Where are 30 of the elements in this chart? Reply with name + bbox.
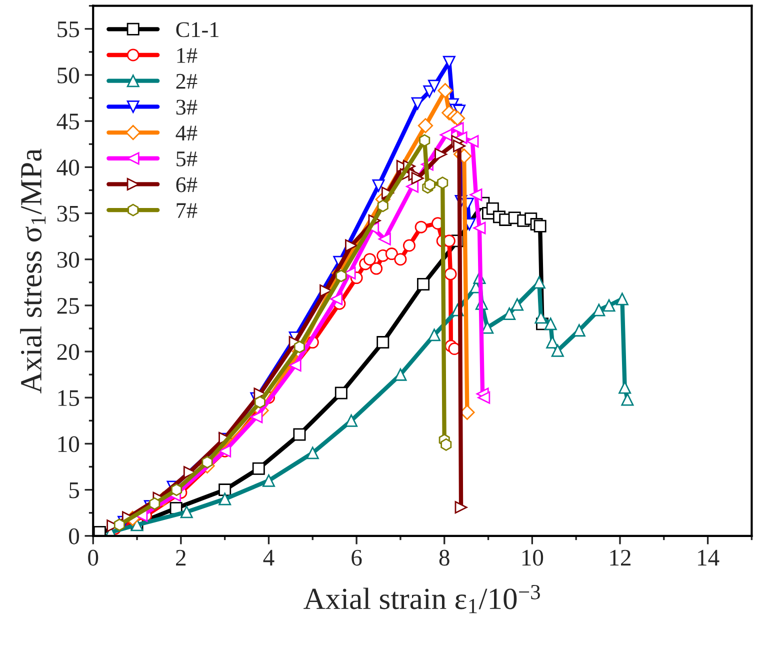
x-tick-label: 6 — [352, 550, 362, 566]
legend-label: 4# — [176, 126, 198, 140]
y-tick-label: 25 — [57, 298, 79, 314]
legend-label: 2# — [176, 74, 198, 89]
y-tick-label: 5 — [69, 482, 79, 498]
legend-label: 6# — [176, 177, 198, 192]
x-tick-label: 14 — [698, 550, 720, 566]
y-axis-title: Axial stress σ$_{1}$/MPa — [20, 148, 46, 394]
y-tick-label: 10 — [58, 436, 80, 452]
x-tick-label: 8 — [439, 550, 450, 566]
y-tick-label: 0 — [69, 528, 80, 544]
x-tick-label: 10 — [522, 550, 544, 566]
legend-label: 1# — [177, 48, 198, 63]
y-tick-label: 50 — [58, 67, 80, 84]
y-tick-label: 55 — [58, 22, 79, 38]
legend-label: 3# — [176, 100, 198, 115]
y-tick-label: 45 — [56, 114, 79, 130]
x-tick-label: 4 — [263, 550, 274, 566]
y-tick-label: 30 — [57, 252, 80, 268]
legend-label: C1-1 — [176, 22, 218, 38]
x-tick-label: 0 — [88, 550, 98, 566]
legend-label: 5# — [176, 152, 198, 166]
x-tick-label: 12 — [610, 550, 630, 566]
legend-label: 7# — [176, 203, 198, 218]
x-axis-title: Axial strain ε$_{1}$/10$^{−3}$ — [304, 584, 540, 614]
y-tick-label: 20 — [57, 344, 80, 360]
y-tick-label: 40 — [56, 160, 80, 176]
y-tick-label: 15 — [58, 390, 79, 406]
x-tick-label: 2 — [176, 550, 186, 566]
y-tick-label: 35 — [57, 206, 79, 222]
